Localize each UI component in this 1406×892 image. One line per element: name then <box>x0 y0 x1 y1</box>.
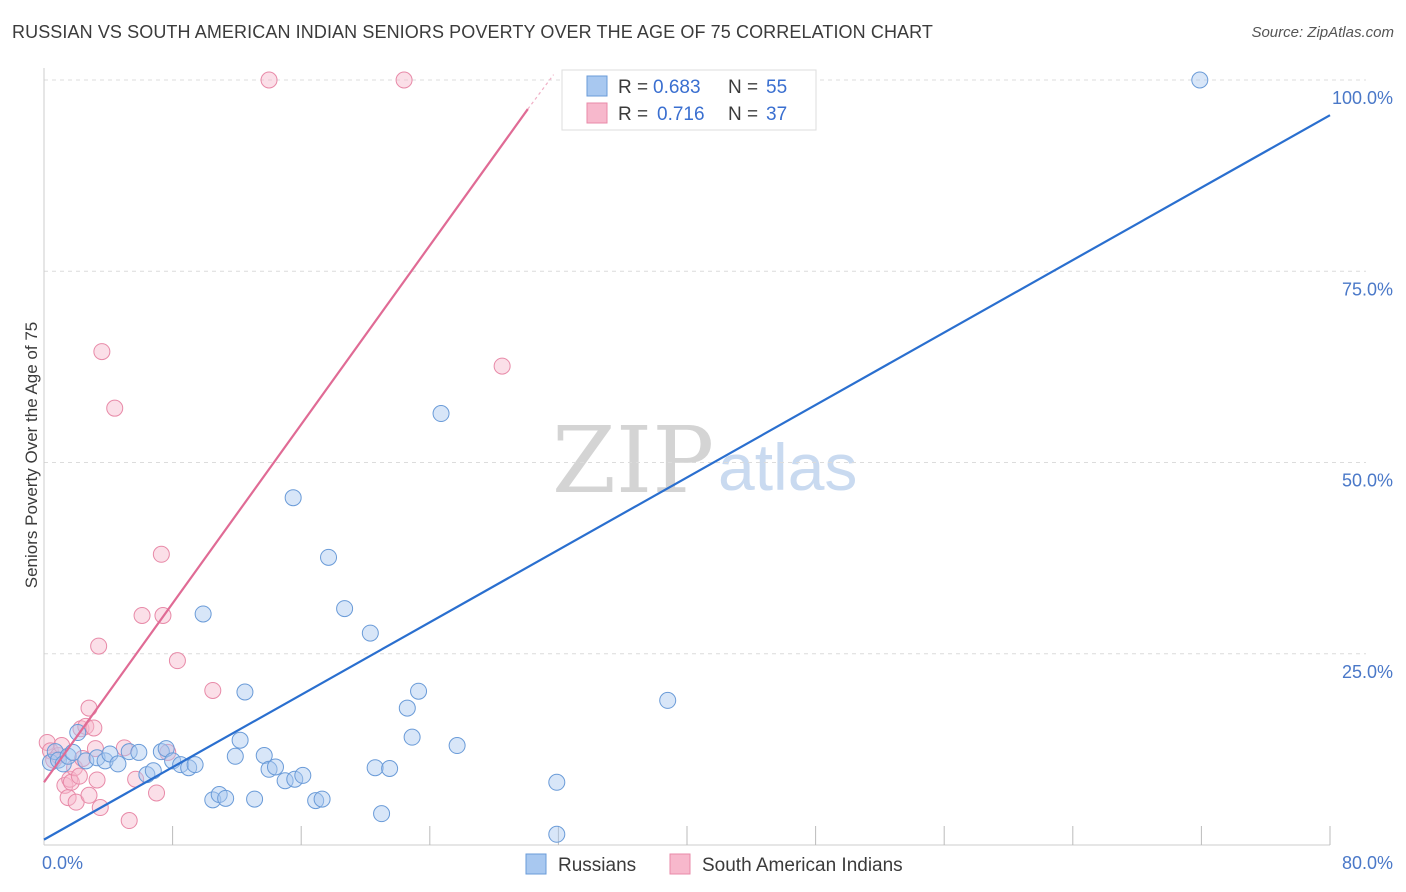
y-tick-label: 75.0% <box>1342 279 1393 299</box>
south-american-indians-point <box>260 71 278 89</box>
russians-point <box>448 737 466 755</box>
south-american-indians-point <box>148 784 166 802</box>
russians-point <box>226 747 244 765</box>
y-tick-label: 100.0% <box>1332 88 1393 108</box>
south-american-indians-point <box>88 771 106 789</box>
russians-point <box>231 731 249 749</box>
legend-south-american-indians-swatch <box>669 853 691 875</box>
south-american-indians-point <box>106 399 124 417</box>
trend-lines <box>43 74 1331 841</box>
russians-point <box>548 825 566 843</box>
russians-point <box>130 743 148 761</box>
russians-trend-line <box>43 114 1331 841</box>
x-tick-labels: 0.0% 80.0% <box>42 853 1393 873</box>
south-american-indians-point <box>152 545 170 563</box>
russians-point <box>381 760 399 777</box>
legend-russians-label: Russians <box>558 855 636 876</box>
south-american-indians-point <box>493 357 511 375</box>
south-american-indians-r-value: 0.716 <box>657 104 705 125</box>
south-american-indians-point <box>80 786 98 804</box>
russians-point <box>266 758 284 776</box>
russians-point <box>403 728 421 746</box>
south-american-indians-r-label: R = <box>618 104 648 125</box>
south-american-indians-point <box>168 652 186 670</box>
south-american-indians-n-value: 37 <box>766 104 787 125</box>
watermark-atlas: atlas <box>718 430 857 504</box>
russians-point <box>373 805 391 823</box>
y-tick-labels: 25.0% 50.0% 75.0% 100.0% <box>1332 88 1393 682</box>
russians-point <box>313 790 331 808</box>
russians-point <box>144 762 162 780</box>
russians-point <box>120 743 138 761</box>
russians-n-label: N = <box>728 77 758 98</box>
south-american-indians-point <box>70 767 88 785</box>
south-american-indians-point <box>120 812 138 830</box>
south-american-indians-trend-line <box>43 108 529 783</box>
russians-r-value: 0.683 <box>653 77 701 98</box>
south-american-indians-point <box>93 343 111 361</box>
y-tick-label: 25.0% <box>1342 662 1393 682</box>
russians-point <box>307 792 325 810</box>
russians-point <box>294 766 312 784</box>
russians-point <box>659 691 677 709</box>
y-axis-title: Seniors Poverty Over the Age of 75 <box>22 322 41 588</box>
watermark-zip: ZIP <box>552 407 714 514</box>
russians-point <box>236 683 254 701</box>
russians-point <box>1191 71 1209 89</box>
russians-point <box>152 743 170 761</box>
russians-point <box>246 790 264 808</box>
russians-point <box>432 405 450 423</box>
russians-point <box>260 760 278 778</box>
russians-r-label: R = <box>618 77 648 98</box>
series-legend: Russians South American Indians <box>525 853 903 876</box>
russians-point <box>284 489 302 507</box>
gridlines <box>44 79 1366 655</box>
south-american-indians-point <box>133 607 151 624</box>
x-tick-label: 80.0% <box>1342 853 1393 873</box>
russians-point <box>286 770 304 788</box>
south-american-indians-points <box>38 71 511 830</box>
x-tick-label: 0.0% <box>42 853 83 873</box>
south-american-indians-point <box>74 750 92 768</box>
russians-point <box>336 600 354 618</box>
axes <box>43 68 1331 846</box>
russians-legend-swatch <box>586 75 608 97</box>
legend-south-american-indians-label: South American Indians <box>702 855 903 876</box>
south-american-indians-point <box>395 71 413 89</box>
south-american-indians-point <box>85 719 103 737</box>
russians-point <box>366 759 384 777</box>
russians-point <box>77 752 95 770</box>
russians-point <box>398 699 416 717</box>
legend-russians-swatch <box>525 853 547 875</box>
russians-point <box>186 756 204 774</box>
russians-point <box>109 755 127 773</box>
stats-legend: R = 0.683 N = 55 R = 0.716 N = 37 <box>561 69 817 131</box>
south-american-indians-point <box>90 637 108 655</box>
south-american-indians-point <box>204 681 222 699</box>
source-credit: Source: ZipAtlas.com <box>1251 24 1394 41</box>
russians-point <box>361 624 379 642</box>
y-tick-label: 50.0% <box>1342 471 1393 491</box>
russians-point <box>320 548 338 566</box>
russians-point <box>217 789 235 807</box>
russians-point <box>548 773 566 791</box>
south-american-indians-n-label: N = <box>728 104 758 125</box>
watermark: ZIP atlas <box>552 407 857 514</box>
south-american-indians-trend-extension <box>527 74 555 110</box>
russians-point <box>410 682 428 700</box>
russians-points <box>41 71 1209 843</box>
south-american-indians-legend-swatch <box>586 102 608 124</box>
russians-n-value: 55 <box>766 77 787 98</box>
russians-point <box>194 605 212 623</box>
chart-title: RUSSIAN VS SOUTH AMERICAN INDIAN SENIORS… <box>12 22 934 42</box>
